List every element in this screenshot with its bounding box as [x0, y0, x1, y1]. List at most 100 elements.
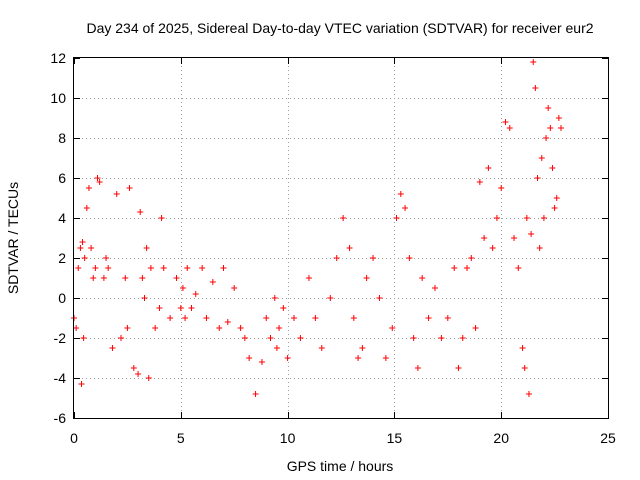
data-point: [90, 275, 97, 281]
y-tick-label: 8: [58, 130, 66, 146]
data-point: [203, 315, 210, 321]
data-point: [553, 195, 560, 201]
data-point: [105, 265, 112, 271]
data-point: [160, 265, 167, 271]
data-point: [199, 265, 206, 271]
data-point: [558, 125, 565, 131]
data-point: [525, 391, 532, 397]
data-point: [370, 255, 377, 261]
data-point: [267, 335, 274, 341]
x-axis-label: GPS time / hours: [287, 458, 394, 474]
y-tick-label: 2: [58, 250, 66, 266]
data-point: [555, 115, 562, 121]
data-point: [312, 315, 319, 321]
data-point: [318, 345, 325, 351]
data-point: [543, 135, 550, 141]
data-point: [78, 381, 85, 387]
data-point: [333, 255, 340, 261]
x-tick-label: 20: [493, 430, 509, 446]
data-point: [340, 215, 347, 221]
data-point: [389, 325, 396, 331]
data-point: [476, 179, 483, 185]
data-point: [451, 265, 458, 271]
data-point: [141, 295, 148, 301]
data-point: [92, 265, 99, 271]
data-point: [152, 325, 159, 331]
data-point: [376, 295, 383, 301]
data-point: [431, 285, 438, 291]
data-point: [216, 325, 223, 331]
data-point: [77, 245, 84, 251]
data-point: [419, 275, 426, 281]
y-tick-labels: -6 -4 -2 0 2 4 6 8 10 12: [50, 50, 66, 426]
plot-frame: [73, 57, 609, 419]
data-point: [280, 305, 287, 311]
data-point: [498, 185, 505, 191]
data-point: [346, 245, 353, 251]
data-point: [536, 245, 543, 251]
data-point: [209, 279, 216, 285]
data-point: [156, 305, 163, 311]
data-point: [88, 245, 95, 251]
data-point: [406, 255, 413, 261]
data-point: [363, 275, 370, 281]
data-point: [359, 345, 366, 351]
y-tick-label: 12: [50, 50, 66, 66]
data-point: [547, 125, 554, 131]
data-point: [472, 325, 479, 331]
data-point: [528, 231, 535, 237]
data-point: [237, 325, 244, 331]
data-point: [182, 315, 189, 321]
data-point: [79, 239, 86, 245]
data-point: [83, 205, 90, 211]
y-tick-label: -6: [54, 410, 67, 426]
data-point: [73, 325, 80, 331]
data-point: [511, 235, 518, 241]
y-tick-label: 4: [58, 210, 66, 226]
data-point: [532, 85, 539, 91]
x-tick-labels: 0 5 10 15 20 25: [70, 430, 616, 446]
data-point: [143, 245, 150, 251]
data-point: [224, 319, 231, 325]
data-point: [81, 255, 88, 261]
data-point: [137, 209, 144, 215]
data-point: [402, 205, 409, 211]
y-tick-label: -4: [54, 370, 67, 386]
x-tick-label: 15: [387, 430, 403, 446]
data-point: [540, 215, 547, 221]
x-tick-label: 25: [600, 430, 616, 446]
data-point: [538, 155, 545, 161]
data-point: [425, 315, 432, 321]
data-point: [551, 205, 558, 211]
data-point: [459, 335, 466, 341]
data-point: [549, 165, 556, 171]
x-tick-label: 10: [280, 430, 296, 446]
data-point: [188, 305, 195, 311]
data-point: [231, 285, 238, 291]
data-point: [350, 315, 357, 321]
y-tick-label: 10: [50, 90, 66, 106]
axis-ticks: [74, 58, 609, 419]
grid: [74, 58, 608, 418]
data-point: [397, 191, 404, 197]
data-point: [327, 295, 334, 301]
data-point: [147, 265, 154, 271]
data-point: [493, 215, 500, 221]
data-point: [273, 345, 280, 351]
data-point: [192, 291, 199, 297]
y-axis-label: SDTVAR / TECUs: [5, 182, 21, 294]
data-point: [113, 191, 120, 197]
data-point: [179, 285, 186, 291]
data-point: [252, 391, 259, 397]
data-point: [276, 325, 283, 331]
data-point: [534, 175, 541, 181]
data-point: [485, 165, 492, 171]
data-point: [305, 275, 312, 281]
data-point: [177, 305, 184, 311]
data-point: [515, 265, 522, 271]
data-point: [241, 335, 248, 341]
data-point: [382, 355, 389, 361]
data-point: [263, 315, 270, 321]
data-point: [117, 335, 124, 341]
